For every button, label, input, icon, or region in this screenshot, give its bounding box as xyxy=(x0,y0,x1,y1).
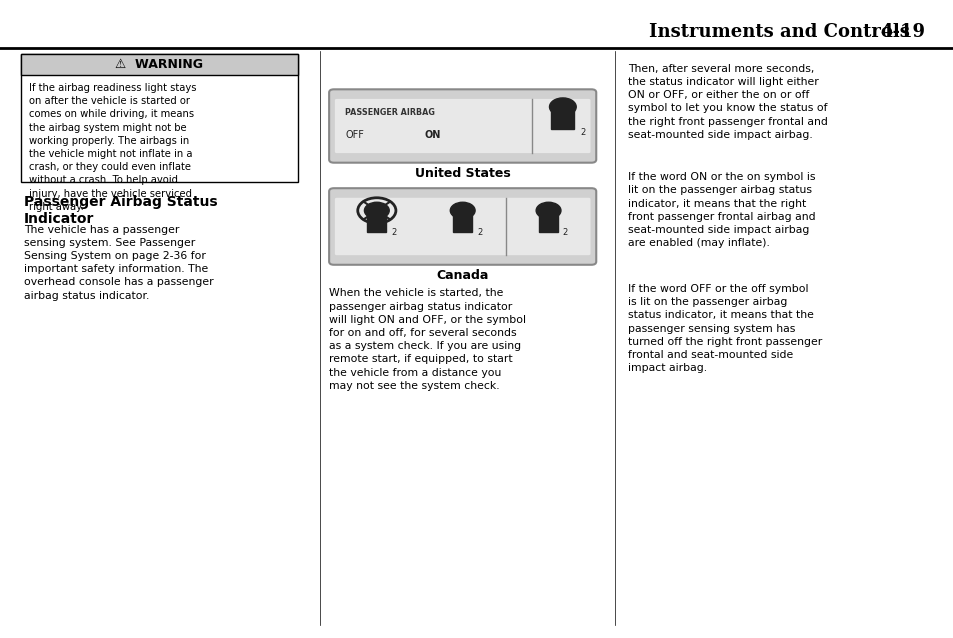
FancyBboxPatch shape xyxy=(335,99,590,153)
Text: 2: 2 xyxy=(391,228,396,237)
Text: Canada: Canada xyxy=(436,269,488,282)
Circle shape xyxy=(549,98,576,116)
Text: ⚠  WARNING: ⚠ WARNING xyxy=(115,58,203,71)
Bar xyxy=(453,209,472,232)
Text: 2: 2 xyxy=(562,228,568,237)
Text: If the word ON or the on symbol is
lit on the passenger airbag status
indicator,: If the word ON or the on symbol is lit o… xyxy=(627,172,815,248)
Text: 4-19: 4-19 xyxy=(880,23,924,41)
Text: ON: ON xyxy=(424,130,440,140)
FancyBboxPatch shape xyxy=(21,54,297,182)
Bar xyxy=(367,209,386,232)
Text: If the airbag readiness light stays
on after the vehicle is started or
comes on : If the airbag readiness light stays on a… xyxy=(29,83,196,212)
Text: If the word OFF or the off symbol
is lit on the passenger airbag
status indicato: If the word OFF or the off symbol is lit… xyxy=(627,284,821,373)
Text: United States: United States xyxy=(415,167,510,180)
FancyBboxPatch shape xyxy=(329,89,596,163)
Text: PASSENGER AIRBAG: PASSENGER AIRBAG xyxy=(345,108,435,117)
Circle shape xyxy=(450,202,475,219)
Text: Then, after several more seconds,
the status indicator will light either
ON or O: Then, after several more seconds, the st… xyxy=(627,64,827,140)
Circle shape xyxy=(364,202,389,219)
Bar xyxy=(538,209,558,232)
Text: 2: 2 xyxy=(579,128,585,137)
Bar xyxy=(551,105,574,129)
FancyBboxPatch shape xyxy=(329,188,596,265)
Text: Passenger Airbag Status
Indicator: Passenger Airbag Status Indicator xyxy=(24,195,217,226)
Text: Instruments and Controls: Instruments and Controls xyxy=(648,23,908,41)
Text: When the vehicle is started, the
passenger airbag status indicator
will light ON: When the vehicle is started, the passeng… xyxy=(329,288,525,391)
Text: 2: 2 xyxy=(476,228,482,237)
Circle shape xyxy=(536,202,560,219)
FancyBboxPatch shape xyxy=(21,54,297,75)
Text: OFF: OFF xyxy=(345,130,364,140)
FancyBboxPatch shape xyxy=(335,198,590,255)
Text: The vehicle has a passenger
sensing system. See Passenger
Sensing System on page: The vehicle has a passenger sensing syst… xyxy=(24,225,213,300)
